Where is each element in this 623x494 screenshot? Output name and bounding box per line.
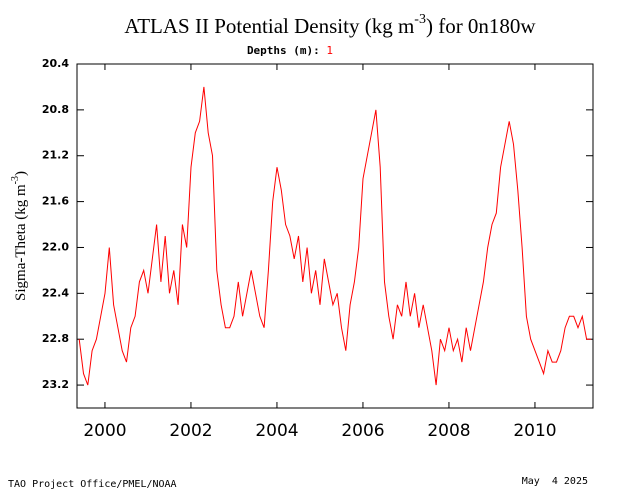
x-tick-label: 2000 — [83, 421, 126, 441]
y-tick-label: 21.2 — [42, 149, 69, 162]
title-superscript: -3 — [414, 12, 426, 27]
y-tick-label: 20.4 — [42, 57, 69, 70]
x-tick-label: 2002 — [169, 421, 212, 441]
title-text: ATLAS II Potential Density (kg m — [124, 14, 414, 38]
data-line — [78, 86, 591, 386]
plot-frame — [76, 63, 594, 409]
y-tick-label: 23.2 — [42, 378, 69, 391]
subtitle: Depths (m): 1 — [247, 44, 333, 57]
chart-title: ATLAS II Potential Density (kg m-3) for … — [124, 12, 536, 38]
y-axis-label: Sigma-Theta (kg m-3) — [10, 171, 29, 301]
y-tick-label: 22.0 — [42, 240, 69, 253]
footer-right: May 4 2025 — [522, 476, 588, 487]
x-tick-label: 2004 — [255, 421, 298, 441]
x-tick-label: 2010 — [513, 421, 556, 441]
footer-left: TAO Project Office/PMEL/NOAA — [8, 479, 177, 490]
y-tick-label: 21.6 — [42, 195, 69, 208]
subtitle-text: Depths (m): — [247, 44, 320, 57]
ylabel-end: ) — [13, 171, 29, 176]
title-end: ) for 0n180w — [426, 14, 536, 38]
x-tick-label: 2006 — [341, 421, 384, 441]
ylabel-superscript: -3 — [10, 176, 21, 184]
y-tick-label: 20.8 — [42, 103, 69, 116]
ylabel-text: Sigma-Theta (kg m — [13, 184, 29, 301]
subtitle-depth: 1 — [326, 44, 333, 57]
x-tick-label: 2008 — [427, 421, 470, 441]
y-tick-label: 22.8 — [42, 332, 69, 345]
y-tick-label: 22.4 — [42, 286, 69, 299]
